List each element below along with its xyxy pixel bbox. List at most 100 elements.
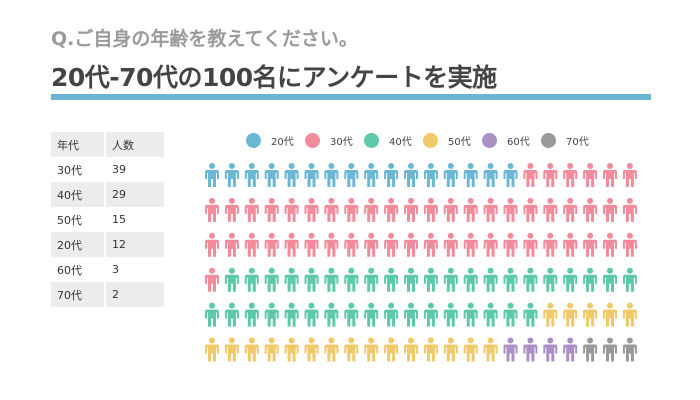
person-icon bbox=[364, 302, 379, 327]
person-icon bbox=[224, 337, 239, 362]
person-icon bbox=[284, 337, 299, 362]
table-row: 70代 2 bbox=[51, 282, 164, 307]
table-row: 50代 15 bbox=[51, 207, 164, 232]
person-icon bbox=[583, 163, 598, 187]
person-icon bbox=[284, 302, 299, 327]
person-icon bbox=[244, 337, 259, 362]
person-icon bbox=[364, 232, 379, 257]
person-icon bbox=[583, 197, 598, 222]
person-icon bbox=[264, 163, 279, 187]
person-icon bbox=[264, 267, 279, 292]
person-icon bbox=[603, 267, 617, 292]
table-row: 40代 29 bbox=[51, 182, 164, 207]
person-icon bbox=[603, 197, 617, 222]
person-icon bbox=[563, 267, 578, 292]
person-icon bbox=[304, 302, 319, 327]
table-row: 20代 12 bbox=[51, 232, 164, 257]
person-icon bbox=[205, 337, 219, 362]
person-icon bbox=[244, 302, 259, 327]
person-icon bbox=[344, 163, 359, 187]
person-icon bbox=[463, 197, 478, 222]
person-icon bbox=[264, 337, 279, 362]
header-cell: 人数 bbox=[106, 132, 164, 157]
person-icon bbox=[224, 197, 239, 222]
person-icon bbox=[205, 232, 219, 257]
person-icon bbox=[463, 232, 478, 257]
person-icon bbox=[483, 163, 498, 187]
person-icon bbox=[205, 302, 219, 327]
table-row: 30代 39 bbox=[51, 157, 164, 182]
person-icon bbox=[503, 232, 518, 257]
person-icon bbox=[244, 163, 259, 187]
legend-label: 70代 bbox=[566, 136, 589, 148]
person-icon bbox=[443, 232, 458, 257]
person-icon bbox=[344, 302, 359, 327]
count-cell: 2 bbox=[106, 282, 164, 307]
person-icon bbox=[364, 197, 379, 222]
person-icon bbox=[563, 302, 578, 327]
person-icon bbox=[205, 163, 219, 187]
person-icon bbox=[344, 337, 359, 362]
person-icon bbox=[344, 267, 359, 292]
person-icon bbox=[543, 232, 558, 257]
person-icon bbox=[404, 232, 418, 257]
person-icon bbox=[284, 267, 299, 292]
count-cell: 12 bbox=[106, 232, 164, 257]
legend-swatch bbox=[541, 132, 556, 148]
age-cell: 30代 bbox=[51, 157, 106, 182]
person-icon bbox=[304, 163, 319, 187]
person-icon bbox=[284, 197, 299, 222]
person-icon bbox=[622, 232, 637, 257]
person-icon bbox=[324, 302, 339, 327]
legend-label: 50代 bbox=[448, 136, 471, 148]
person-icon bbox=[622, 163, 637, 187]
person-icon bbox=[344, 197, 359, 222]
person-icon bbox=[423, 232, 438, 257]
person-icon bbox=[384, 197, 399, 222]
person-icon bbox=[503, 197, 518, 222]
person-icon bbox=[622, 267, 637, 292]
person-icon bbox=[563, 197, 578, 222]
person-icon bbox=[244, 197, 259, 222]
age-cell: 50代 bbox=[51, 207, 106, 232]
person-icon bbox=[463, 163, 478, 187]
person-icon bbox=[523, 232, 538, 257]
person-icon bbox=[324, 267, 339, 292]
person-icon bbox=[503, 267, 518, 292]
person-icon bbox=[503, 302, 518, 327]
legend-item: 60代 bbox=[482, 132, 541, 148]
legend-swatch bbox=[305, 132, 320, 148]
person-icon bbox=[523, 197, 538, 222]
person-icon bbox=[583, 232, 598, 257]
person-icon bbox=[523, 302, 538, 327]
title-underline bbox=[51, 94, 651, 100]
legend-label: 20代 bbox=[271, 136, 294, 148]
person-icon bbox=[364, 267, 379, 292]
person-icon bbox=[244, 232, 259, 257]
person-icon bbox=[224, 302, 239, 327]
person-icon bbox=[224, 267, 239, 292]
legend-item: 70代 bbox=[541, 132, 600, 148]
person-icon bbox=[483, 267, 498, 292]
person-icon bbox=[443, 302, 458, 327]
person-icon bbox=[563, 163, 578, 187]
legend-swatch bbox=[423, 132, 438, 148]
person-icon bbox=[284, 232, 299, 257]
person-icon bbox=[443, 197, 458, 222]
legend-swatch bbox=[246, 132, 261, 148]
count-cell: 15 bbox=[112, 213, 126, 226]
person-icon bbox=[543, 302, 558, 327]
legend-swatch bbox=[364, 132, 379, 148]
person-icon bbox=[563, 232, 578, 257]
person-icon bbox=[483, 197, 498, 222]
legend-label: 60代 bbox=[507, 136, 530, 148]
person-icon bbox=[523, 267, 538, 292]
person-icon bbox=[463, 337, 478, 362]
person-icon bbox=[503, 337, 518, 362]
person-icon bbox=[503, 163, 518, 187]
person-icon bbox=[384, 232, 399, 257]
person-icon bbox=[404, 337, 418, 362]
person-icon bbox=[483, 302, 498, 327]
person-icon bbox=[423, 163, 438, 187]
question-text: Q.ご自身の年齢を教えてください。 bbox=[51, 28, 358, 50]
